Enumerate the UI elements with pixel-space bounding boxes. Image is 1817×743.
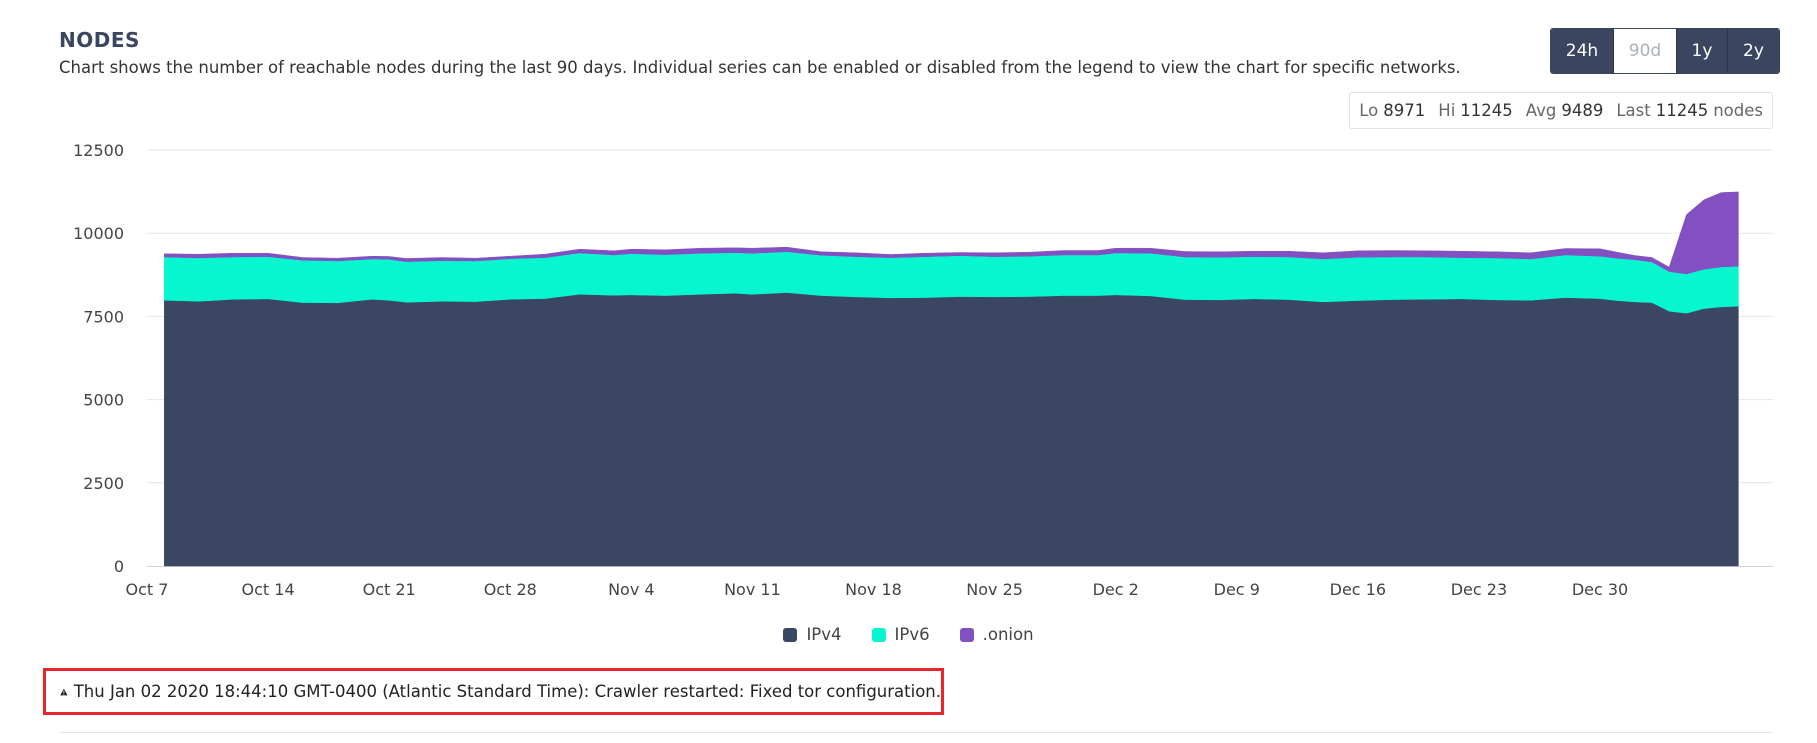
x-tick-label: Dec 23 xyxy=(1451,580,1507,599)
y-tick-label: 2500 xyxy=(83,474,124,493)
chart-title: NODES xyxy=(59,28,140,52)
legend-swatch xyxy=(871,627,886,642)
stat-last-label: Last xyxy=(1616,101,1651,120)
stats-summary: Lo 8971 Hi 11245 Avg 9489 Last 11245 nodes xyxy=(1349,92,1773,129)
range-button-2y[interactable]: 2y xyxy=(1728,29,1779,73)
x-tick-label: Nov 4 xyxy=(608,580,655,599)
bottom-divider xyxy=(59,732,1773,733)
legend-label: .onion xyxy=(982,625,1034,644)
x-tick-label: Oct 7 xyxy=(126,580,169,599)
y-axis: 0 2500 5000 7500 10000 12500 xyxy=(73,141,124,576)
legend-swatch xyxy=(783,627,798,642)
legend-swatch xyxy=(959,627,974,642)
chart-areas xyxy=(164,191,1739,567)
chart-legend: IPv4 IPv6 .onion xyxy=(0,625,1817,644)
y-tick-label: 5000 xyxy=(83,391,124,410)
chart-subtitle: Chart shows the number of reachable node… xyxy=(59,58,1461,77)
legend-item-onion[interactable]: .onion xyxy=(959,625,1034,644)
stat-hi-label: Hi xyxy=(1438,101,1456,120)
y-tick-label: 0 xyxy=(114,557,124,576)
stat-lo-label: Lo xyxy=(1359,101,1379,120)
stat-unit: nodes xyxy=(1713,101,1763,120)
area-series-ipv4[interactable] xyxy=(164,292,1739,567)
range-button-1y[interactable]: 1y xyxy=(1677,29,1728,73)
stat-hi-value: 11245 xyxy=(1460,101,1513,120)
x-tick-label: Oct 21 xyxy=(363,580,416,599)
x-tick-label: Nov 18 xyxy=(845,580,902,599)
crawler-notice: Thu Jan 02 2020 18:44:10 GMT-0400 (Atlan… xyxy=(43,668,944,715)
notice-text: Thu Jan 02 2020 18:44:10 GMT-0400 (Atlan… xyxy=(73,682,941,701)
x-tick-label: Dec 30 xyxy=(1572,580,1628,599)
y-tick-label: 12500 xyxy=(73,141,124,160)
stat-avg-label: Avg xyxy=(1525,101,1557,120)
legend-label: IPv6 xyxy=(894,625,930,644)
chart-header: NODES Chart shows the number of reachabl… xyxy=(59,28,1461,77)
x-axis: Oct 7 Oct 14 Oct 21 Oct 28 Nov 4 Nov 11 Nov 18… xyxy=(126,580,1629,599)
x-tick-label: Nov 11 xyxy=(724,580,781,599)
nodes-area-chart: 0 2500 5000 7500 10000 12500 Oct 7 Oct 14 Oct 2… xyxy=(73,141,1773,599)
x-tick-label: Dec 9 xyxy=(1214,580,1260,599)
legend-label: IPv4 xyxy=(806,625,842,644)
y-tick-label: 7500 xyxy=(83,307,124,326)
legend-item-ipv4[interactable]: IPv4 xyxy=(783,625,842,644)
x-tick-label: Dec 16 xyxy=(1330,580,1386,599)
y-tick-label: 10000 xyxy=(73,224,124,243)
stat-avg-value: 9489 xyxy=(1561,101,1604,120)
x-tick-label: Oct 28 xyxy=(484,580,537,599)
range-button-24h[interactable]: 24h xyxy=(1551,29,1614,73)
stat-last-value: 11245 xyxy=(1655,101,1709,120)
range-button-90d[interactable]: 90d xyxy=(1614,29,1677,73)
stat-lo-value: 8971 xyxy=(1383,101,1426,120)
legend-item-ipv6[interactable]: IPv6 xyxy=(871,625,930,644)
x-tick-label: Oct 14 xyxy=(242,580,295,599)
warning-icon xyxy=(60,688,68,695)
x-tick-label: Dec 2 xyxy=(1093,580,1139,599)
x-tick-label: Nov 25 xyxy=(966,580,1023,599)
time-range-selector: 24h 90d 1y 2y xyxy=(1550,28,1780,74)
